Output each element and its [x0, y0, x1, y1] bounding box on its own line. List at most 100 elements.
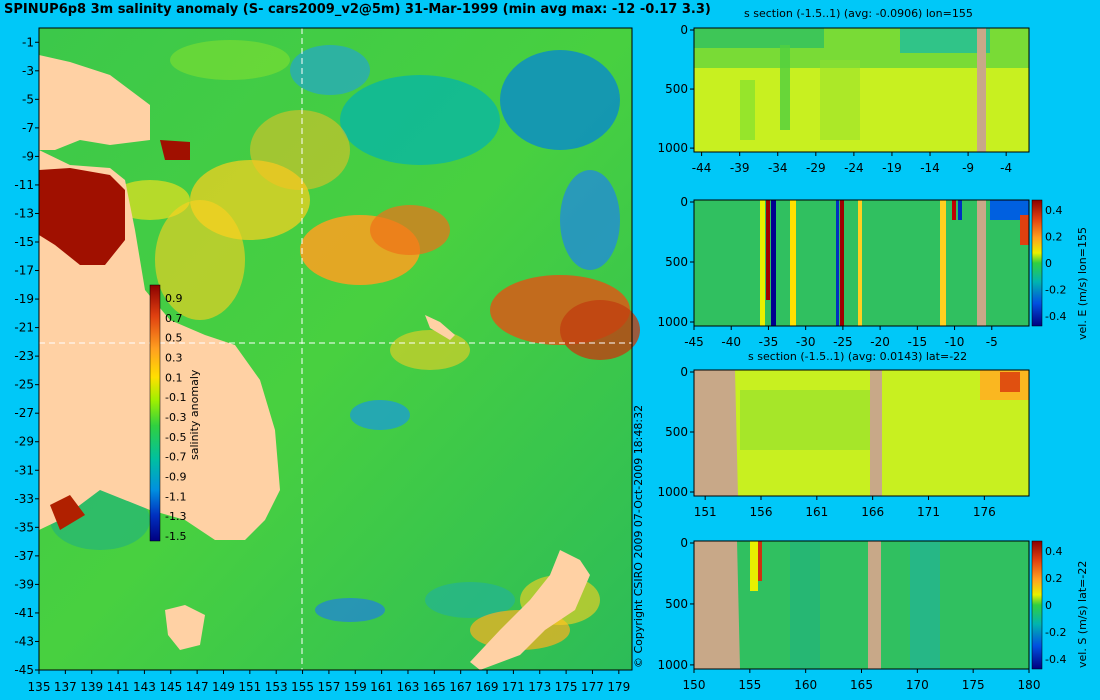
- colorbar-tick-label: 0.5: [165, 332, 183, 345]
- map-y-tick-label: -35: [14, 520, 34, 534]
- section-y-tick-label: 0: [680, 195, 688, 209]
- section-x-tick-label: 156: [750, 505, 773, 519]
- section-x-tick-label: -14: [920, 161, 940, 175]
- section-colorbar-tick-label: -0.2: [1045, 284, 1066, 297]
- section-x-tick-label: 180: [1018, 678, 1041, 692]
- map-x-tick-label: 177: [581, 680, 604, 694]
- vel-s-label: vel. S (m/s) lat=-22: [1076, 560, 1089, 668]
- section-x-tick-label: 171: [917, 505, 940, 519]
- section-y-tick-label: 500: [665, 82, 688, 96]
- panel-vel-s: 150 155 160 165 170 175 180 0 500 1000 0.4 0.2 0 -0.…: [657, 536, 1066, 692]
- map-x-tick-label: 175: [555, 680, 578, 694]
- map-x-tick-label: 157: [317, 680, 340, 694]
- section-x-tick-label: -39: [730, 161, 750, 175]
- anomaly-patches: [50, 40, 640, 650]
- colorbar-tick-label: 0.9: [165, 292, 183, 305]
- section-x-tick-label: -25: [833, 335, 853, 349]
- section-x-tick-label: 176: [973, 505, 996, 519]
- map-x-tick-label: 141: [107, 680, 130, 694]
- colorbar-tick-label: 0.7: [165, 312, 183, 325]
- vel-s-colorbar: [1031, 540, 1043, 670]
- section-colorbar-tick-label: 0: [1045, 257, 1052, 270]
- map-y-tick-label: -17: [14, 264, 34, 278]
- section-colorbar-tick-label: -0.2: [1045, 626, 1066, 639]
- map-y-tick-label: -33: [14, 492, 34, 506]
- map-y-tick-label: -37: [14, 549, 34, 563]
- map-y-tick-label: -45: [14, 663, 34, 677]
- map-x-tick-label: 167: [449, 680, 472, 694]
- colorbar-tick-label: -1.1: [165, 490, 186, 503]
- section-colorbar-tick-label: 0.4: [1045, 545, 1063, 558]
- colorbar-tick-label: -0.7: [165, 451, 186, 464]
- page-title: SPINUP6p8 3m salinity anomaly (S- cars20…: [4, 2, 711, 17]
- section-y-tick-label: 1000: [657, 485, 688, 499]
- map-x-tick-label: 149: [212, 680, 235, 694]
- map-y-axis: -1 -3 -5 -7 -9 -11 -13 -15 -17 -19 -21 -23 -25 -27 -29…: [14, 35, 39, 677]
- map-x-tick-label: 137: [54, 680, 77, 694]
- section-x-tick-label: -4: [1000, 161, 1012, 175]
- section-x-tick-label: -35: [759, 335, 779, 349]
- vel-e-colorbar: [1031, 199, 1043, 327]
- section-x-tick-label: 170: [906, 678, 929, 692]
- colorbar-tick-label: -0.9: [165, 471, 186, 484]
- gulf-papua-anomaly: [160, 140, 190, 160]
- map-x-tick-label: 169: [476, 680, 499, 694]
- tasmania: [165, 605, 205, 650]
- section-x-tick-label: 175: [962, 678, 985, 692]
- map-x-tick-label: 161: [370, 680, 393, 694]
- salinity-map: 135 137 139 141 143 145 147 149 151 153 155 157 159 1…: [14, 27, 640, 694]
- colorbar-tick-label: 0.3: [165, 352, 183, 365]
- section-colorbar-tick-label: 0: [1045, 599, 1052, 612]
- map-y-tick-label: -43: [14, 634, 34, 648]
- map-y-tick-label: -31: [14, 463, 34, 477]
- map-y-tick-label: -25: [14, 378, 34, 392]
- panel-s-lon: -44 -39 -34 -29 -24 -19 -14 -9 -4 0 500 1000: [657, 23, 1030, 175]
- map-y-tick-label: -15: [14, 235, 34, 249]
- section-x-tick-label: -19: [882, 161, 902, 175]
- section-colorbar-tick-label: 0.2: [1045, 231, 1063, 244]
- section-y-tick-label: 1000: [657, 141, 688, 155]
- map-y-tick-label: -29: [14, 435, 34, 449]
- map-y-tick-label: -19: [14, 292, 34, 306]
- vel-e-label: vel. E (m/s) lon=155: [1076, 227, 1089, 340]
- panel-s-lat: 151 156 161 166 171 176 0 500 1000: [657, 365, 1030, 519]
- section-x-tick-label: -29: [806, 161, 826, 175]
- gulf-anomaly: [39, 168, 125, 265]
- map-x-tick-label: 147: [186, 680, 209, 694]
- section-y-tick-label: 500: [665, 597, 688, 611]
- section-y-tick-label: 0: [680, 23, 688, 37]
- colorbar-tick-label: -0.5: [165, 431, 186, 444]
- colorbar-tick-label: -1.3: [165, 510, 186, 523]
- section-y-tick-label: 0: [680, 536, 688, 550]
- section-y-tick-label: 500: [665, 255, 688, 269]
- section-colorbar-tick-label: -0.4: [1045, 653, 1066, 666]
- map-colorbar-ticks: 0.9 0.7 0.5 0.3 0.1 -0.1 -0.3 -0.5 -0.7 -0.9 -1.1 -…: [165, 292, 186, 543]
- section-y-tick-label: 500: [665, 425, 688, 439]
- map-x-tick-label: 155: [291, 680, 314, 694]
- section-x-tick-label: 166: [861, 505, 884, 519]
- section-x-tick-label: -10: [945, 335, 965, 349]
- map-y-tick-label: -9: [22, 149, 34, 163]
- map-colorbar: [149, 284, 161, 542]
- s-lon-land: [977, 28, 986, 152]
- map-y-tick-label: -5: [22, 92, 34, 106]
- section-x-tick-label: -24: [844, 161, 864, 175]
- map-x-tick-label: 139: [80, 680, 103, 694]
- map-x-axis: 135 137 139 141 143 145 147 149 151 153 155 157 159 1…: [28, 670, 630, 694]
- section-x-tick-label: -20: [870, 335, 890, 349]
- colorbar-tick-label: -0.1: [165, 391, 186, 404]
- section-x-tick-label: -45: [684, 335, 704, 349]
- map-x-tick-label: 159: [344, 680, 367, 694]
- map-x-tick-label: 163: [397, 680, 420, 694]
- section-x-tick-label: -30: [796, 335, 816, 349]
- colorbar-label: salinity anomaly: [188, 369, 201, 460]
- panel-vel-e: -45 -40 -35 -30 -25 -20 -15 -10 -5 0 500 1000 0.4 0.…: [657, 195, 1066, 349]
- section-colorbar-tick-label: 0.4: [1045, 204, 1063, 217]
- vel-s-field: [694, 541, 1029, 669]
- section-x-tick-label: 150: [683, 678, 706, 692]
- section-x-tick-label: 161: [805, 505, 828, 519]
- map-y-tick-label: -21: [14, 321, 34, 335]
- section-x-tick-label: -5: [986, 335, 998, 349]
- section-x-tick-label: 160: [794, 678, 817, 692]
